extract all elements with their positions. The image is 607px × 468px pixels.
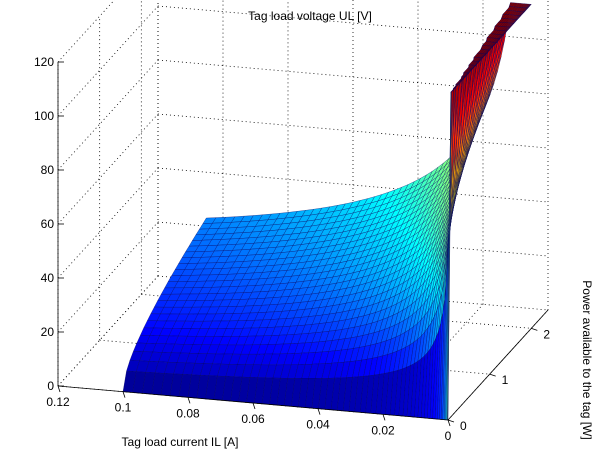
x-tick-label: 0.12 xyxy=(46,395,70,409)
z-tick-label: 100 xyxy=(34,109,54,123)
y-tick xyxy=(531,327,538,331)
x-tick-label: 0.02 xyxy=(371,423,395,437)
grid-line xyxy=(57,221,159,333)
grid-line xyxy=(57,0,115,63)
y-tick-label: 1 xyxy=(502,373,509,387)
grid-line xyxy=(57,275,159,387)
x-tick xyxy=(317,408,321,415)
y-axis-line xyxy=(447,309,549,421)
grid-line xyxy=(57,59,159,171)
z-tick-label: 60 xyxy=(41,217,55,231)
x-tick-label: 0.1 xyxy=(115,401,132,415)
chart-title: Tag load voltage UL [V] xyxy=(248,9,372,23)
grid-line xyxy=(57,5,159,117)
y-axis-label: Power available to the tag [W] xyxy=(580,280,594,439)
z-tick-label: 40 xyxy=(41,271,55,285)
y-tick xyxy=(489,373,496,377)
y-tick-label: 0 xyxy=(460,419,467,433)
x-tick xyxy=(122,391,126,398)
x-tick xyxy=(187,397,191,404)
x-tick xyxy=(382,414,386,421)
x-tick xyxy=(447,419,451,427)
grid-line xyxy=(57,113,159,225)
y-tick-label: 2 xyxy=(543,327,550,341)
z-tick-label: 20 xyxy=(41,325,55,339)
x-tick-label: 0.06 xyxy=(241,412,265,426)
z-tick-label: 120 xyxy=(34,55,54,69)
z-tick-label: 80 xyxy=(41,163,55,177)
grid-line xyxy=(57,167,159,279)
surface-mesh xyxy=(122,2,532,421)
z-tick-label: 0 xyxy=(47,379,54,393)
x-axis-label: Tag load current IL [A] xyxy=(122,435,239,449)
x-tick-label: 0 xyxy=(445,429,452,443)
y-tick xyxy=(447,419,455,423)
x-tick-label: 0.04 xyxy=(306,418,330,432)
x-tick xyxy=(57,385,61,393)
grid-line xyxy=(157,113,549,149)
x-tick-label: 0.08 xyxy=(176,406,200,420)
x-tick xyxy=(252,402,256,410)
